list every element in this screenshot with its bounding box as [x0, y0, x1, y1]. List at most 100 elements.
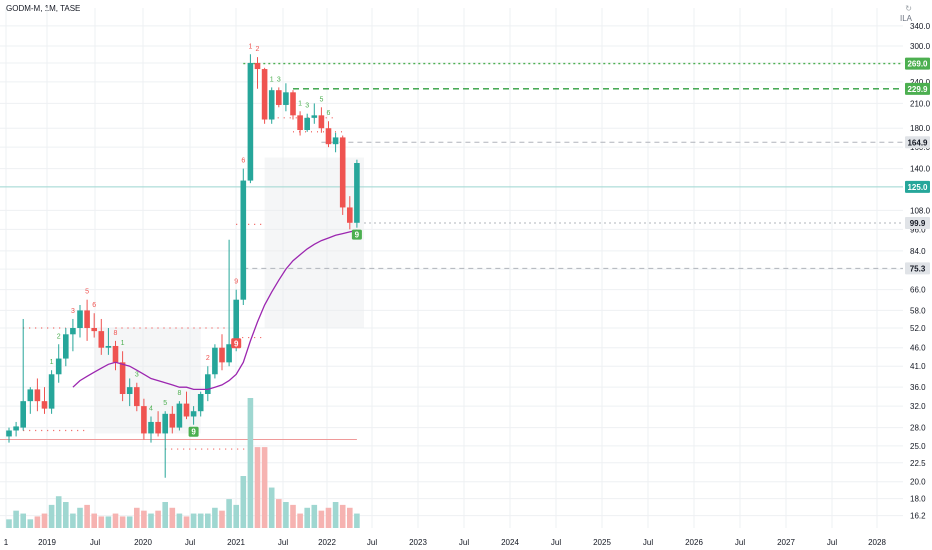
sequence-number: 1 [270, 76, 274, 83]
candle-body [63, 334, 69, 359]
candle [176, 401, 183, 431]
candle-body [13, 426, 19, 431]
volume-bar [55, 496, 62, 528]
volume-bar [63, 502, 69, 528]
reset-chart-icon[interactable]: ↻ [905, 4, 912, 13]
price-tag [905, 57, 930, 70]
moving-average-line [72, 229, 358, 391]
candle [212, 344, 218, 379]
sequence-number: 3 [305, 103, 309, 110]
candle-body [212, 347, 218, 375]
price-tick-label: 16.2 [910, 512, 926, 521]
candle [318, 107, 325, 133]
volume-bar [297, 513, 303, 528]
candle-body [325, 128, 332, 145]
candle [325, 121, 332, 148]
candle-body [134, 387, 140, 407]
time-tick-label: Jul [551, 538, 561, 547]
candle [155, 411, 161, 437]
price-tag-label: 125.0 [907, 183, 928, 192]
time-tick-label: Jul [735, 538, 745, 547]
price-tick-label: 108.0 [910, 206, 931, 215]
candle [247, 54, 254, 184]
volume-bar [268, 487, 275, 528]
sequence-number: 1 [50, 359, 54, 366]
price-tag-label: 229.9 [907, 85, 928, 94]
sequence-number: 1 [298, 100, 302, 107]
volume-bar [134, 507, 140, 528]
candle [20, 318, 26, 431]
price-tick-label: 140.0 [910, 165, 931, 174]
candle [190, 406, 197, 425]
currency-label: ILA [899, 14, 912, 23]
candle-body [297, 115, 303, 131]
volume-bars [6, 398, 360, 528]
volume-bar [226, 499, 232, 528]
candle-body [233, 299, 239, 345]
sequence-number: 6 [92, 302, 96, 309]
candle-body [332, 137, 339, 145]
time-tick-label: 2023 [409, 538, 427, 547]
moving-average-path [72, 229, 358, 391]
volume-bar [176, 513, 183, 528]
time-tick-label: Jul [278, 538, 288, 547]
sequence-number: 9 [234, 279, 238, 286]
candle [126, 378, 133, 407]
volume-bar [318, 510, 325, 528]
candle [304, 113, 310, 132]
time-tick-label: 2020 [134, 538, 152, 547]
price-tag [905, 82, 930, 95]
candle [148, 416, 154, 443]
time-tick-label: 2026 [685, 538, 703, 547]
candle-body [27, 389, 34, 402]
price-tags: 269.0 229.9 164.9 125.0 99.9 75.3 [905, 57, 930, 275]
setup-badge [351, 229, 362, 240]
candle-body [354, 163, 360, 223]
price-tick-label: 52.0 [910, 324, 926, 333]
candle [240, 168, 247, 305]
time-tick-label: 2025 [593, 538, 611, 547]
candle [311, 103, 318, 124]
sequence-number: 6 [327, 110, 331, 117]
price-tick-label: 210.0 [910, 99, 931, 108]
candle [219, 334, 225, 371]
candle-body [205, 374, 211, 394]
price-tick-label: 18.0 [910, 495, 926, 504]
volume-bar [169, 507, 176, 528]
candle [13, 421, 19, 437]
setup-badge [231, 338, 242, 349]
candle [354, 159, 360, 228]
volume-bar [6, 519, 12, 528]
sequence-number: 4 [149, 405, 153, 412]
candle [183, 391, 190, 420]
shading-box [264, 157, 364, 328]
sequence-number: 2 [206, 355, 210, 362]
price-tick-label: 240.0 [910, 78, 931, 87]
time-tick-label: Jul [459, 538, 469, 547]
candle-body [84, 310, 90, 328]
volume-bar [233, 504, 239, 528]
candle [41, 387, 48, 414]
volume-bar [247, 398, 254, 528]
volume-bar [354, 513, 360, 528]
candle [6, 427, 12, 443]
candle-body [105, 345, 112, 348]
candle-body [48, 374, 55, 409]
sequence-number: 5 [163, 400, 167, 407]
sequence-number: 5 [85, 289, 89, 296]
candle [141, 398, 147, 440]
candle [268, 87, 275, 124]
candle-body [318, 115, 325, 129]
volume-bar [70, 513, 76, 528]
time-tick-label: Jul [367, 538, 377, 547]
time-tick-label: 2027 [777, 538, 795, 547]
candle [77, 304, 83, 338]
candle-body [254, 62, 261, 70]
sequence-number: 2 [57, 333, 61, 340]
volume-bar [240, 476, 247, 528]
candle-body [226, 344, 232, 363]
price-tag [905, 136, 930, 149]
candle-body [190, 411, 197, 417]
volume-bar [347, 507, 353, 528]
